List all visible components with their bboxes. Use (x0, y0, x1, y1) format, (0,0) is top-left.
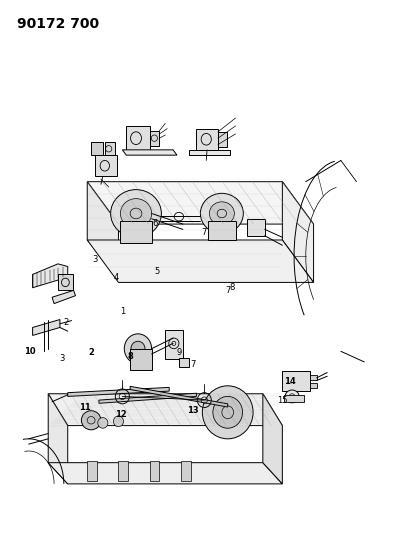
Bar (208, 221, 235, 240)
Text: 10: 10 (24, 347, 36, 356)
Bar (310, 383, 317, 389)
Text: 8: 8 (229, 283, 234, 292)
Bar (181, 461, 191, 481)
Text: 7: 7 (202, 228, 207, 237)
Text: 1: 1 (120, 307, 125, 316)
Bar (130, 349, 152, 370)
Bar (118, 461, 128, 481)
Bar (150, 131, 160, 146)
Bar (91, 142, 103, 155)
Ellipse shape (209, 202, 234, 225)
Bar (150, 461, 160, 481)
Text: 12: 12 (114, 410, 126, 419)
Bar (282, 371, 310, 391)
Ellipse shape (114, 416, 123, 426)
Ellipse shape (202, 386, 253, 439)
Bar (310, 375, 317, 381)
Text: 3: 3 (59, 354, 64, 364)
Ellipse shape (213, 397, 242, 428)
Polygon shape (68, 387, 169, 397)
Text: 2: 2 (63, 318, 68, 327)
Polygon shape (130, 386, 228, 407)
Text: 5: 5 (155, 268, 160, 276)
Text: 90172 700: 90172 700 (17, 17, 99, 31)
Polygon shape (282, 182, 314, 282)
Polygon shape (99, 393, 196, 403)
Text: 6: 6 (153, 219, 158, 228)
Bar (218, 132, 226, 147)
Ellipse shape (120, 199, 152, 228)
Polygon shape (189, 150, 230, 155)
Polygon shape (263, 394, 282, 484)
Ellipse shape (131, 341, 145, 356)
Bar (165, 330, 183, 359)
Polygon shape (52, 290, 75, 304)
Text: 4: 4 (114, 272, 119, 281)
Polygon shape (48, 394, 68, 484)
Polygon shape (122, 150, 177, 155)
Text: 8: 8 (127, 352, 133, 361)
Text: 15: 15 (277, 396, 288, 405)
Bar (105, 142, 114, 155)
Ellipse shape (124, 334, 152, 364)
Ellipse shape (98, 418, 108, 428)
Text: 9: 9 (176, 349, 182, 358)
Text: 13: 13 (187, 406, 198, 415)
Text: 7: 7 (190, 360, 195, 368)
Polygon shape (87, 182, 118, 277)
Bar (87, 461, 97, 481)
Text: 3: 3 (92, 255, 98, 264)
Bar (126, 126, 150, 150)
Polygon shape (33, 264, 68, 288)
Ellipse shape (111, 190, 162, 237)
Bar (196, 128, 218, 150)
Polygon shape (48, 394, 282, 425)
Bar (120, 221, 152, 243)
Ellipse shape (81, 411, 101, 430)
Bar (247, 219, 265, 236)
Bar (58, 274, 73, 290)
Text: 11: 11 (79, 402, 91, 411)
Polygon shape (87, 182, 314, 224)
Polygon shape (33, 319, 60, 335)
Ellipse shape (285, 390, 299, 403)
Polygon shape (48, 463, 282, 484)
Text: 7: 7 (225, 286, 230, 295)
Ellipse shape (200, 193, 243, 233)
Polygon shape (87, 240, 314, 282)
Bar (179, 358, 189, 367)
Polygon shape (284, 395, 304, 402)
Text: 2: 2 (88, 348, 94, 357)
Text: 14: 14 (284, 377, 296, 386)
Bar (95, 155, 116, 176)
